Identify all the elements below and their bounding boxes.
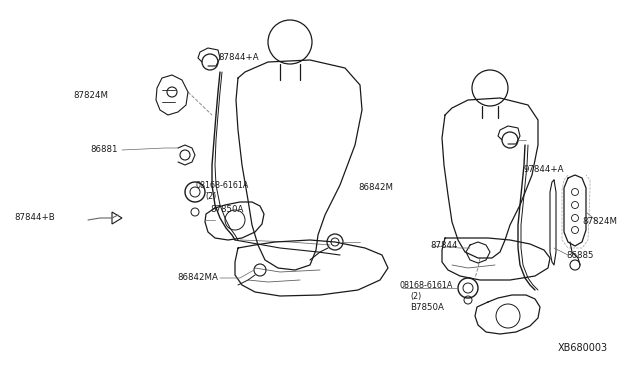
Text: (2): (2) <box>205 192 216 201</box>
Text: 08168-6161A: 08168-6161A <box>400 280 453 289</box>
Text: 86842M: 86842M <box>358 183 393 192</box>
Text: XB680003: XB680003 <box>558 343 608 353</box>
Text: 87824M: 87824M <box>582 218 617 227</box>
Text: (2): (2) <box>410 292 421 301</box>
Text: 86842MA: 86842MA <box>177 273 218 282</box>
Text: 87850A: 87850A <box>210 205 243 214</box>
Text: 87824M: 87824M <box>73 90 108 99</box>
Text: B7850A: B7850A <box>410 304 444 312</box>
Text: 87844+B: 87844+B <box>14 214 55 222</box>
Text: 87844: 87844 <box>430 241 458 250</box>
Text: 86881: 86881 <box>90 145 118 154</box>
Text: 08168-6161A: 08168-6161A <box>196 180 250 189</box>
Text: 97844+A: 97844+A <box>524 166 564 174</box>
Text: 87844+A: 87844+A <box>218 52 259 61</box>
Text: 86885: 86885 <box>566 250 593 260</box>
